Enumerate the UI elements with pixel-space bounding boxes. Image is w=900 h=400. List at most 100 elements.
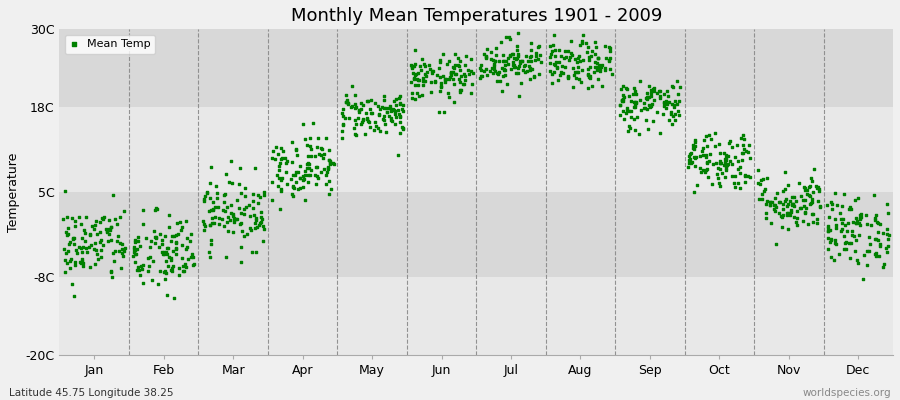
Mean Temp [300,142,314,148]
Mean Temp [524,53,538,59]
Mean Temp [65,214,79,221]
Mean Temp [143,254,157,260]
Mean Temp [684,150,698,156]
Mean Temp [661,92,675,99]
Mean Temp [479,54,493,60]
Mean Temp [616,96,630,102]
Mean Temp [590,54,605,61]
Mean Temp [196,226,211,233]
Mean Temp [721,161,735,167]
Mean Temp [711,141,725,147]
Mean Temp [501,34,516,40]
Bar [59,192,893,277]
Mean Temp [161,224,176,230]
Mean Temp [157,248,171,255]
Mean Temp [493,78,508,84]
Mean Temp [687,154,701,160]
Mean Temp [347,131,362,138]
Mean Temp [823,226,837,233]
Mean Temp [266,197,280,203]
Mean Temp [879,226,894,232]
Mean Temp [842,254,857,261]
Mean Temp [87,222,102,228]
Mean Temp [141,255,156,262]
Mean Temp [843,204,858,210]
Mean Temp [510,46,525,53]
Mean Temp [553,72,567,78]
Mean Temp [425,70,439,76]
Mean Temp [242,201,256,208]
Mean Temp [593,68,608,74]
Mean Temp [584,82,598,89]
Mean Temp [367,100,382,106]
Mean Temp [158,233,172,240]
Mean Temp [275,175,290,182]
Mean Temp [543,43,557,50]
Mean Temp [762,202,777,208]
Mean Temp [507,55,521,62]
Mean Temp [628,100,643,106]
Mean Temp [854,214,868,220]
Mean Temp [112,233,126,239]
Mean Temp [278,169,293,175]
Mean Temp [722,140,736,146]
Mean Temp [870,220,885,226]
Mean Temp [452,76,466,82]
Mean Temp [164,267,178,273]
Mean Temp [666,84,680,90]
Mean Temp [302,134,317,141]
Mean Temp [60,224,75,231]
Mean Temp [513,59,527,66]
Mean Temp [622,123,636,130]
Mean Temp [179,235,194,242]
Mean Temp [595,82,609,89]
Mean Temp [642,102,656,108]
Mean Temp [436,109,451,115]
Mean Temp [301,172,315,178]
Mean Temp [615,97,629,104]
Mean Temp [451,62,465,69]
Mean Temp [784,208,798,215]
Mean Temp [217,191,231,198]
Mean Temp [564,38,579,44]
Mean Temp [808,183,823,189]
Mean Temp [672,112,687,118]
Mean Temp [664,108,679,115]
Mean Temp [768,202,782,208]
Mean Temp [310,164,325,170]
Mean Temp [248,217,263,223]
Mean Temp [588,58,602,65]
Mean Temp [298,197,312,203]
Mean Temp [410,76,424,82]
Mean Temp [128,236,142,243]
Mean Temp [177,261,192,267]
Mean Temp [175,255,189,262]
Mean Temp [789,222,804,228]
Mean Temp [424,88,438,95]
Mean Temp [503,52,517,58]
Mean Temp [549,59,563,66]
Mean Temp [453,58,467,64]
Mean Temp [265,155,279,162]
Mean Temp [389,96,403,102]
Mean Temp [780,203,795,209]
Mean Temp [830,202,844,208]
Mean Temp [613,102,627,108]
Mean Temp [711,175,725,181]
Mean Temp [598,65,612,72]
Mean Temp [714,160,728,166]
Mean Temp [822,214,836,220]
Mean Temp [313,169,328,175]
Mean Temp [452,63,466,69]
Mean Temp [627,88,642,94]
Mean Temp [173,219,187,225]
Mean Temp [272,174,286,181]
Mean Temp [405,64,419,70]
Mean Temp [776,206,790,212]
Mean Temp [760,198,774,204]
Mean Temp [422,66,436,72]
Mean Temp [404,62,419,68]
Mean Temp [418,63,433,70]
Mean Temp [571,69,585,75]
Mean Temp [616,98,630,104]
